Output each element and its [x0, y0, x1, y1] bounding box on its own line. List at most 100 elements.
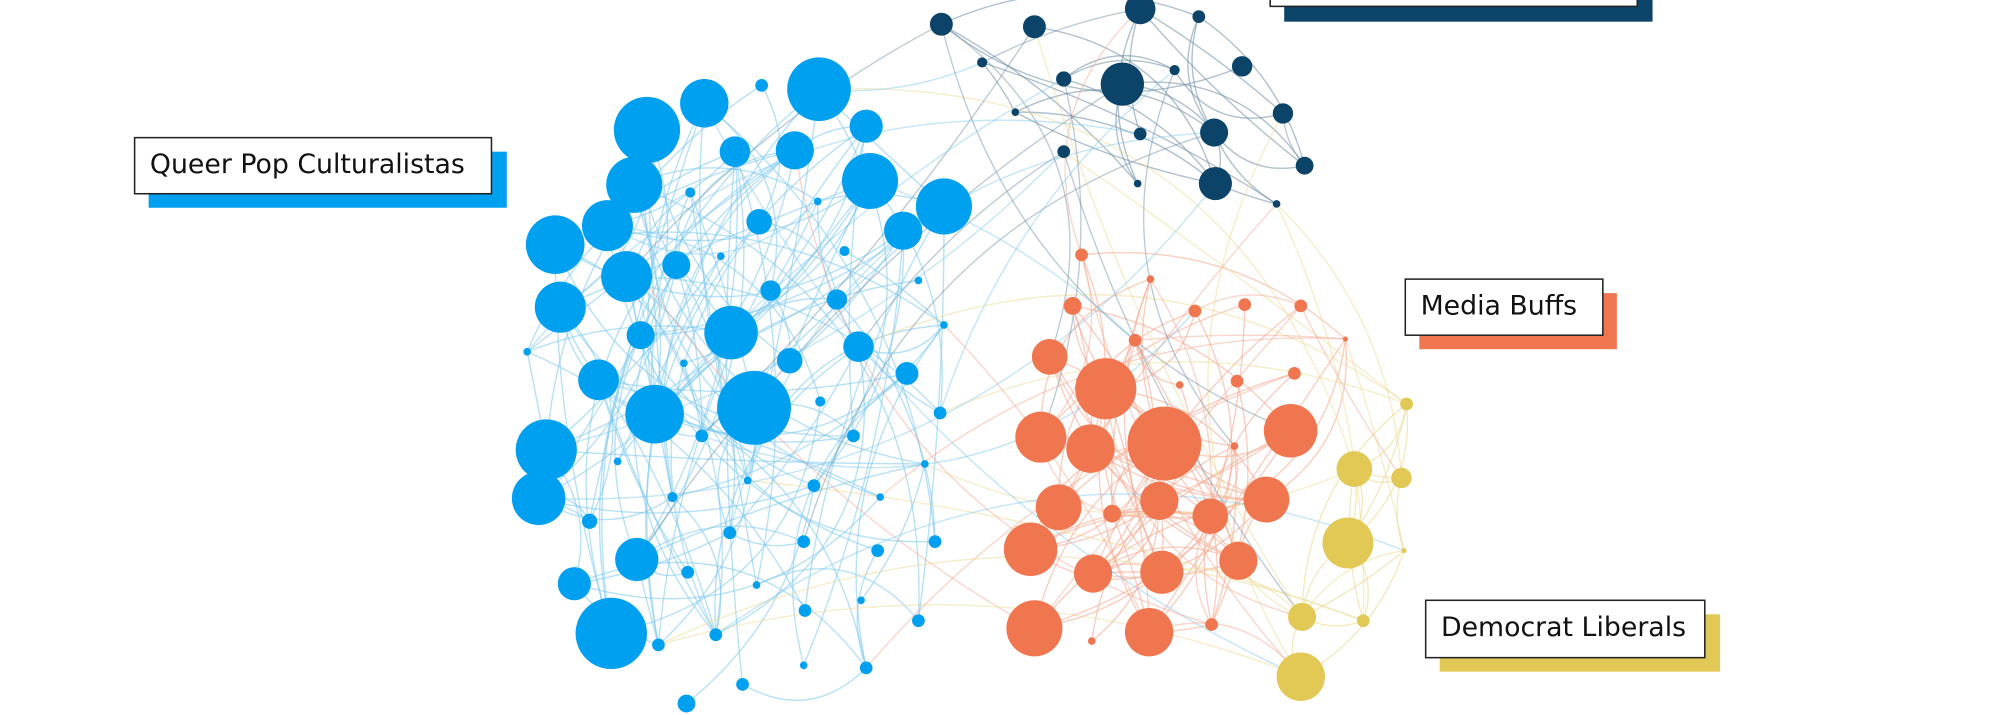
node [884, 211, 923, 250]
node [843, 331, 874, 362]
node [523, 347, 531, 356]
node [1169, 65, 1180, 76]
edge [597, 379, 689, 573]
edge [611, 401, 821, 635]
edge [817, 201, 941, 414]
node [601, 251, 653, 303]
node [799, 661, 808, 670]
node [1140, 481, 1179, 520]
edge [538, 264, 677, 499]
node [760, 280, 781, 301]
edge [1149, 278, 1213, 517]
node [914, 276, 923, 285]
edge [940, 23, 1243, 93]
edge [1063, 151, 1303, 618]
cluster-label: Democrat Liberals [1441, 612, 1686, 643]
node [1103, 504, 1122, 523]
node [752, 581, 761, 589]
edge [1301, 403, 1408, 617]
node [717, 370, 791, 445]
edge [607, 224, 821, 402]
edge [1139, 8, 1306, 167]
edge [794, 150, 1212, 626]
edge [1135, 334, 1346, 341]
node [581, 513, 598, 529]
node [776, 347, 803, 374]
edge [1300, 305, 1403, 479]
edge [742, 667, 867, 701]
edge [1123, 278, 1163, 573]
edge [941, 0, 1200, 25]
node [1230, 374, 1244, 388]
node [1231, 56, 1253, 77]
edge [1209, 304, 1246, 517]
node [871, 544, 885, 557]
node [1322, 517, 1374, 569]
edge [714, 346, 859, 635]
node [1238, 298, 1252, 311]
node [575, 597, 647, 670]
node [1063, 296, 1082, 315]
edge [1040, 278, 1151, 438]
node [652, 638, 665, 652]
edge [1072, 305, 1292, 432]
node [1400, 397, 1413, 411]
node [1124, 0, 1156, 25]
node [1003, 522, 1058, 577]
node [680, 359, 688, 368]
node [667, 491, 678, 503]
edge [869, 180, 943, 414]
edge [585, 149, 796, 634]
node [1288, 367, 1301, 380]
edge [657, 125, 867, 645]
edge [734, 151, 777, 586]
edge [940, 24, 1291, 432]
edge [574, 496, 881, 600]
node [685, 187, 696, 198]
edge [813, 230, 905, 487]
edge [1033, 26, 1303, 618]
edge [1141, 278, 1211, 517]
node [859, 661, 873, 675]
edge [1040, 303, 1245, 438]
node [534, 281, 586, 333]
edge [1064, 8, 1141, 256]
node [847, 429, 860, 443]
edge [1203, 372, 1295, 625]
edge [617, 255, 722, 462]
edge [607, 200, 819, 255]
node [1263, 404, 1318, 458]
node [841, 152, 899, 210]
edge [1198, 15, 1306, 166]
node [1056, 71, 1072, 87]
cluster-label-media: Media Buffs [1404, 278, 1617, 350]
edge [1015, 111, 1216, 185]
edge [1276, 203, 1403, 478]
node [581, 200, 633, 252]
edge [746, 324, 944, 481]
node [1006, 600, 1063, 657]
edge [1034, 26, 1217, 184]
node [1057, 145, 1071, 159]
node [839, 245, 850, 257]
edge [1105, 388, 1150, 633]
edge [1207, 113, 1302, 678]
edge [836, 299, 926, 465]
edge [636, 525, 805, 561]
edge [789, 230, 904, 362]
edge [538, 150, 796, 499]
edge [675, 264, 703, 436]
node [912, 614, 925, 628]
node [1075, 248, 1088, 262]
node [895, 361, 919, 385]
node [1401, 548, 1407, 554]
edge [633, 184, 925, 465]
node [746, 209, 772, 235]
edge [559, 306, 614, 522]
edge [654, 78, 1065, 415]
node [695, 429, 709, 443]
edge [943, 324, 1150, 633]
node [681, 565, 695, 579]
nodes [511, 0, 1413, 713]
edge [759, 221, 838, 300]
